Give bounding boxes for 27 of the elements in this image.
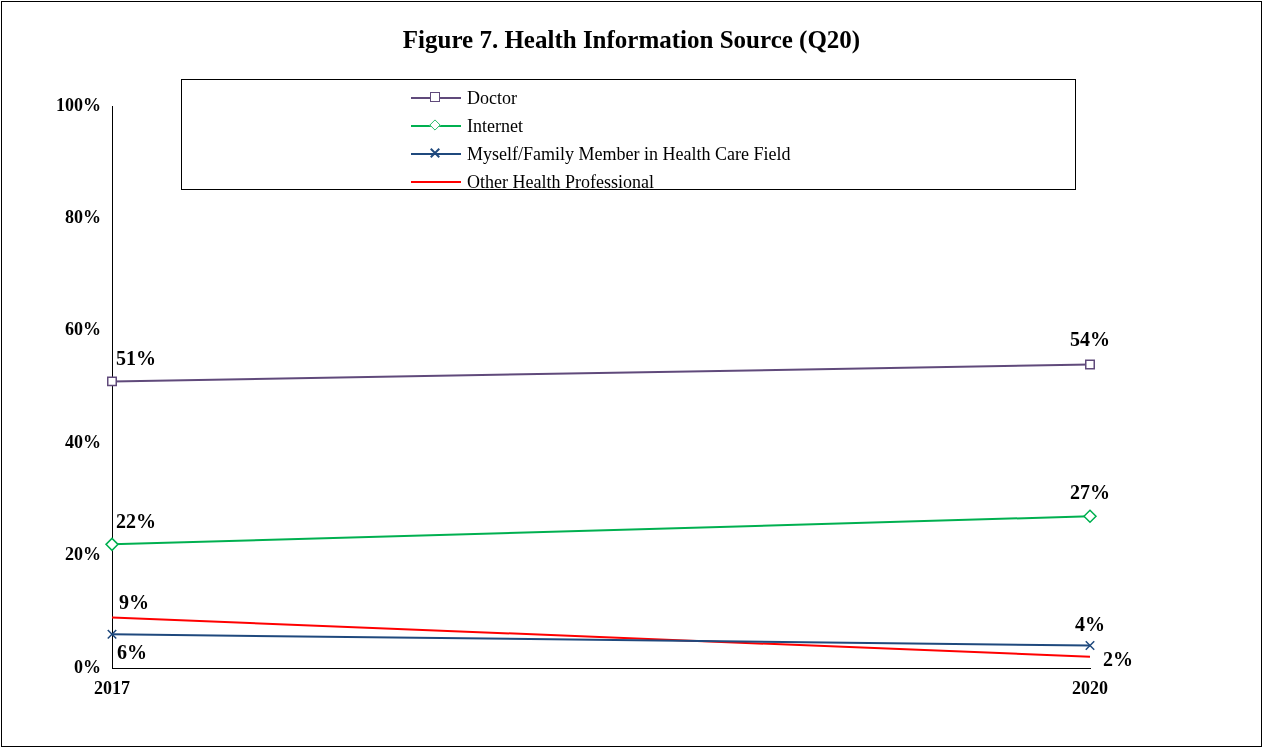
y-tick-label: 0%	[74, 656, 101, 677]
y-tick-label: 100%	[56, 94, 101, 115]
x-tick-label: 2017	[94, 678, 130, 699]
point	[107, 629, 117, 640]
y-tick-label: 60%	[65, 319, 101, 340]
y-tick-label: 40%	[65, 431, 101, 452]
point	[1085, 640, 1095, 651]
point	[1085, 359, 1095, 370]
data-label: 54%	[1070, 327, 1110, 350]
chart-title: Figure 7. Health Information Source (Q20)	[401, 26, 862, 54]
data-label: 22%	[116, 509, 156, 532]
data-label: 6%	[117, 641, 147, 664]
legend-label: Other Health Professional	[467, 171, 654, 193]
data-label: 51%	[116, 346, 156, 369]
legend-label: Internet	[467, 115, 523, 137]
data-label: 27%	[1070, 481, 1110, 504]
y-tick-label: 80%	[65, 207, 101, 228]
legend-label: Myself/Family Member in Health Care Field	[467, 143, 791, 165]
x-tick-label: 2020	[1072, 678, 1108, 699]
point	[1083, 509, 1097, 524]
y-tick-label: 20%	[65, 544, 101, 565]
data-label: 2%	[1103, 647, 1133, 670]
data-label: 9%	[119, 590, 149, 613]
point	[107, 376, 117, 387]
legend-label: Doctor	[467, 87, 517, 109]
point	[105, 537, 119, 552]
data-label: 4%	[1075, 612, 1105, 635]
